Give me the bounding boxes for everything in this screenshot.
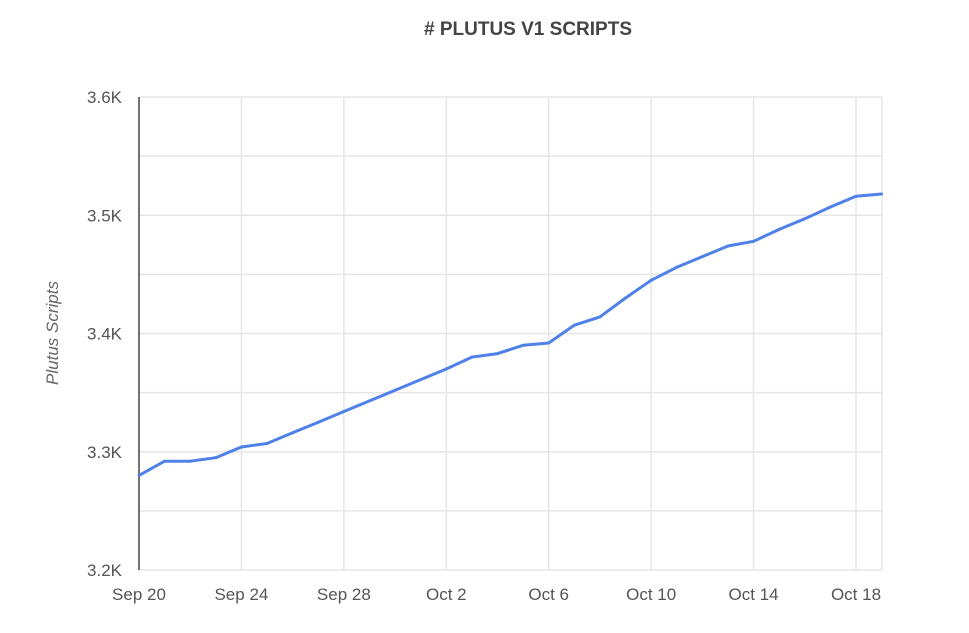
y-tick-label: 3.6K: [87, 88, 123, 107]
y-axis-ticks: 3.2K 3.3K 3.4K 3.5K 3.6K: [87, 88, 123, 580]
data-point: [291, 431, 295, 435]
x-tick-label: Sep 24: [214, 585, 268, 604]
data-point: [188, 459, 192, 463]
x-tick-label: Oct 10: [626, 585, 676, 604]
data-point: [547, 341, 551, 345]
y-axis-label: Plutus Scripts: [43, 281, 62, 385]
y-tick-label: 3.4K: [87, 325, 123, 344]
data-point: [419, 378, 423, 382]
data-point: [393, 388, 397, 392]
data-point: [470, 355, 474, 359]
x-tick-label: Oct 18: [831, 585, 881, 604]
data-point: [444, 367, 448, 371]
series-line: [138, 192, 882, 477]
data-point: [572, 323, 576, 327]
data-point: [752, 239, 756, 243]
y-tick-label: 3.5K: [87, 206, 123, 225]
data-point: [880, 192, 884, 196]
x-tick-label: Oct 2: [426, 585, 467, 604]
data-point: [675, 265, 679, 269]
data-point: [803, 217, 807, 221]
data-point: [777, 227, 781, 231]
data-point: [700, 255, 704, 259]
x-axis-ticks: Sep 20 Sep 24 Sep 28 Oct 2 Oct 6 Oct 10 Oct 14…: [112, 585, 881, 604]
data-point: [854, 194, 858, 198]
y-tick-label: 3.2K: [87, 561, 123, 580]
y-tick-label: 3.3K: [87, 443, 123, 462]
x-tick-label: Oct 6: [528, 585, 569, 604]
data-point: [828, 205, 832, 209]
data-point: [496, 352, 499, 356]
x-tick-label: Oct 14: [729, 585, 779, 604]
data-point: [316, 420, 320, 424]
data-point: [726, 244, 730, 248]
data-point: [521, 343, 525, 347]
x-tick-label: Sep 20: [112, 585, 166, 604]
data-point: [137, 473, 141, 477]
data-point: [214, 456, 218, 460]
data-point: [649, 278, 653, 282]
data-point: [265, 441, 269, 445]
data-point: [163, 459, 167, 463]
data-point: [367, 399, 371, 403]
chart-title: # PLUTUS V1 SCRIPTS: [424, 19, 632, 40]
data-point: [342, 410, 346, 414]
x-tick-label: Sep 28: [317, 585, 371, 604]
data-point: [624, 296, 628, 300]
data-point: [239, 445, 243, 449]
series-group: [137, 192, 884, 477]
data-point: [598, 315, 602, 319]
grid: [139, 96, 883, 571]
